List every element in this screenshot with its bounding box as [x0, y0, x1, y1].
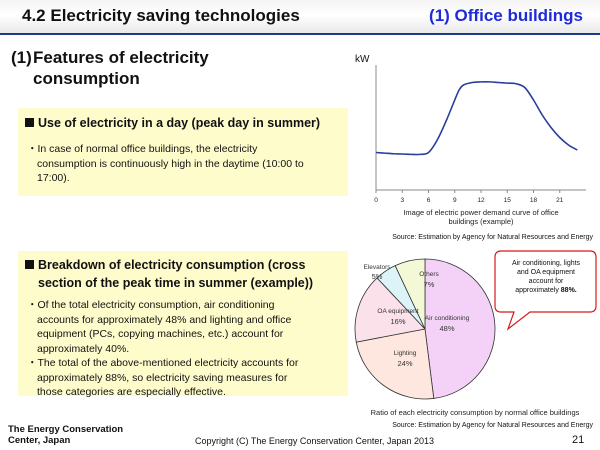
consumption-pie-chart: Air conditioning 48% Lighting 24% OA equ…	[354, 250, 597, 429]
y-axis-label: kW	[355, 54, 370, 65]
bullet-line: accounts for approximately 48% and light…	[37, 313, 292, 326]
chart-source: Source: Estimation by Agency for Natural…	[392, 234, 593, 241]
pie-value-oa-equipment: 16%	[390, 317, 405, 326]
x-tick-label: 6	[427, 197, 431, 204]
pie-label-oa-equipment: OA equipment	[377, 308, 418, 315]
usage-in-day-heading-text: Use of electricity in a day (peak day in…	[38, 116, 321, 130]
footer-copyright: Copyright (C) The Energy Conservation Ce…	[195, 436, 434, 446]
pie-value-lighting: 24%	[397, 359, 412, 368]
pie-label-others: Others	[419, 271, 439, 278]
x-tick-label: 0	[374, 197, 378, 204]
demand-curve-chart: kW 0 3 6 9 12 15 18 21 Image of electric power …	[355, 54, 593, 241]
pie-slice-air-conditioning	[424, 258, 496, 399]
pie-caption: Ratio of each electricity consumption by…	[371, 408, 580, 417]
x-tick-label: 12	[477, 197, 485, 204]
usage-in-day-bullet: ・In case of normal office buildings, the…	[27, 142, 304, 186]
pie-value-air-conditioning: 48%	[439, 324, 454, 333]
bullet-line: ・In case of normal office buildings, the…	[27, 143, 258, 155]
usage-in-day-box: Use of electricity in a day (peak day in…	[18, 108, 348, 196]
x-tick-label: 18	[530, 197, 538, 204]
section-title-line2: consumption	[33, 69, 140, 88]
x-tick-label: 3	[400, 197, 404, 204]
pie-label-elevators: Elevators	[363, 264, 391, 271]
pie-label-air-conditioning: Air conditioning	[425, 315, 470, 322]
bullet-line: consumption is continuously high in the …	[37, 157, 304, 170]
footer-org-line1: The Energy Conservation	[8, 424, 124, 435]
x-tick-label: 15	[504, 197, 512, 204]
bullet-line: approximately 88%, so electricity saving…	[37, 371, 288, 384]
pie-value-others: 7%	[424, 280, 435, 289]
callout-line2: and OA equipment	[517, 269, 575, 276]
section-title: (1)Features of electricity consumption	[11, 47, 341, 89]
callout-bubble	[494, 250, 597, 331]
bullet-line: ・Of the total electricity consumption, a…	[27, 299, 275, 311]
bullet-line: 17:00).	[37, 172, 70, 184]
pie-source: Source: Estimation by Agency for Natural…	[392, 422, 593, 429]
page-number: 21	[572, 434, 585, 446]
footer-organization: The Energy Conservation Center, Japan	[8, 424, 123, 446]
x-tick-label: 21	[556, 197, 564, 204]
x-ticks: 0 3 6 9 12 15 18 21	[374, 190, 564, 204]
section-number: (1)	[11, 48, 32, 67]
demand-curve-line	[375, 80, 578, 156]
square-bullet-icon	[25, 260, 34, 269]
usage-in-day-heading: Use of electricity in a day (peak day in…	[25, 114, 320, 132]
callout-line3: account for	[529, 278, 564, 285]
header-bar	[0, 0, 600, 33]
breakdown-bullet-1: ・Of the total electricity consumption, a…	[27, 298, 291, 356]
pie-slice-lighting	[355, 328, 435, 400]
breakdown-box: Breakdown of electricity consumption (cr…	[18, 251, 348, 398]
header-divider	[0, 33, 600, 35]
pie-slices	[354, 258, 496, 400]
pie-slice-oa-equipment	[354, 277, 426, 343]
pie-slice-others	[394, 258, 426, 330]
pie-label-lighting: Lighting	[394, 350, 417, 357]
slide-title: 4.2 Electricity saving technologies	[22, 6, 300, 25]
bullet-line: those categories are especially effectiv…	[37, 386, 226, 398]
square-bullet-icon	[25, 118, 34, 127]
breakdown-heading-line1: Breakdown of electricity consumption (cr…	[38, 258, 306, 272]
breakdown-heading-line2: section of the peak time in summer (exam…	[38, 276, 314, 290]
section-title-line1: Features of electricity	[33, 48, 209, 67]
chart-caption-line1: Image of electric power demand curve of …	[403, 208, 558, 217]
callout-line4: approximately 88%.	[515, 287, 577, 294]
pie-value-elevators: 5%	[372, 272, 383, 281]
footer-org-line2: Center, Japan	[8, 435, 71, 446]
breakdown-bullet-2: ・The total of the above-mentioned electr…	[27, 356, 298, 400]
bullet-line: approximately 40%.	[37, 342, 130, 355]
breakdown-heading: Breakdown of electricity consumption (cr…	[25, 256, 313, 292]
slide-subtitle: (1) Office buildings	[429, 6, 583, 25]
x-tick-label: 9	[453, 197, 457, 204]
callout-line1: Air conditioning, lights	[512, 260, 581, 267]
bullet-line: ・The total of the above-mentioned electr…	[27, 357, 299, 369]
callout-line4-text: approximately	[515, 287, 561, 294]
chart-caption-line2: buildings (example)	[448, 217, 514, 226]
callout-highlight: 88%.	[561, 287, 577, 294]
bullet-line: equipment (PCs, copying machines, etc.) …	[37, 328, 284, 340]
